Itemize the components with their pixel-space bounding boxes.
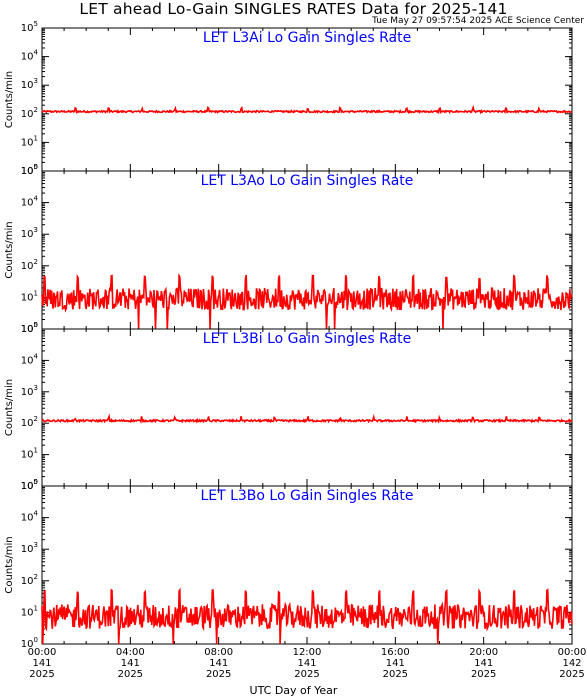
- panel-2-ytick-label: 105: [21, 163, 38, 177]
- panel-3-ytick-label: 103: [21, 384, 38, 398]
- panel-3-ytick-label: 102: [21, 415, 38, 429]
- x-tick-label-year: 2025: [383, 669, 408, 680]
- x-tick-label-year: 2025: [118, 669, 143, 680]
- x-tick-label-time: 00:00: [28, 647, 57, 658]
- panel-4-ytick-label: 101: [21, 604, 38, 618]
- panel-2-ytick-label: 102: [21, 258, 38, 272]
- panel-3-frame: [41, 328, 573, 487]
- x-tick-label-time: 12:00: [293, 647, 322, 658]
- panel-4-title: LET L3Bo Lo Gain Singles Rate: [200, 488, 413, 504]
- x-tick-label-year: 2025: [29, 669, 54, 680]
- panel-4-ytick-label: 102: [21, 573, 38, 587]
- x-tick-label-year: 2025: [294, 669, 319, 680]
- panel-1-y-axis-label: Counts/min: [4, 71, 15, 128]
- panel-1-ytick-label: 105: [21, 20, 38, 34]
- panel-3-ytick-label: 101: [21, 447, 38, 461]
- chart-title: LET ahead Lo-Gain SINGLES RATES Data for…: [79, 0, 508, 18]
- panel-4-y-axis-label: Counts/min: [4, 536, 15, 593]
- panel-3-y-axis-label: Counts/min: [4, 379, 15, 436]
- x-tick-label-doy: 141: [32, 658, 51, 669]
- panel-1-ytick-label: 104: [21, 49, 39, 63]
- x-tick-label-doy: 142: [562, 658, 581, 669]
- x-tick-label-year: 2025: [206, 669, 231, 680]
- panel-2-title: LET L3Ao Lo Gain Singles Rate: [201, 173, 414, 189]
- x-tick-label-doy: 141: [474, 658, 493, 669]
- panel-1-frame: [41, 27, 573, 172]
- panel-2-y-axis-label: Counts/min: [4, 221, 15, 278]
- x-tick-label-year: 2025: [559, 669, 584, 680]
- x-tick-label-doy: 141: [386, 658, 405, 669]
- x-tick-label-year: 2025: [471, 669, 496, 680]
- panel-4-series-line: [41, 587, 573, 645]
- panel-3-series-line: [41, 413, 573, 425]
- panel-2-ytick-label: 103: [21, 226, 38, 240]
- panel-3-ytick-label: 105: [21, 321, 38, 335]
- panel-2-ytick-label: 101: [21, 289, 38, 303]
- panel-1-title: LET L3Ai Lo Gain Singles Rate: [203, 30, 411, 46]
- x-tick-label-doy: 141: [209, 658, 228, 669]
- panel-1-ytick-label: 102: [21, 106, 38, 120]
- x-tick-label-time: 16:00: [381, 647, 410, 658]
- panel-1-ytick-label: 103: [21, 77, 38, 91]
- x-tick-label-time: 00:00: [558, 647, 587, 658]
- panel-2-ytick-label: 104: [21, 195, 39, 209]
- panel-2-series-line: [41, 272, 573, 330]
- x-tick-label-doy: 141: [297, 658, 316, 669]
- panel-4-ytick-label: 105: [21, 478, 38, 492]
- panel-1-ytick-label: 101: [21, 134, 38, 148]
- x-tick-label-time: 08:00: [204, 647, 233, 658]
- panel-4-ytick-label: 104: [21, 510, 39, 524]
- generation-timestamp: Tue May 27 09:57:54 2025 ACE Science Cen…: [372, 16, 584, 26]
- panel-3-title: LET L3Bi Lo Gain Singles Rate: [203, 331, 411, 347]
- x-tick-label-doy: 141: [121, 658, 140, 669]
- panel-3-ytick-label: 104: [21, 352, 39, 366]
- x-tick-label-time: 20:00: [469, 647, 498, 658]
- panel-4-ytick-label: 103: [21, 541, 38, 555]
- x-tick-label-time: 04:00: [116, 647, 145, 658]
- panel-1-series-line: [41, 104, 573, 115]
- x-axis-title: UTC Day of Year: [249, 684, 338, 697]
